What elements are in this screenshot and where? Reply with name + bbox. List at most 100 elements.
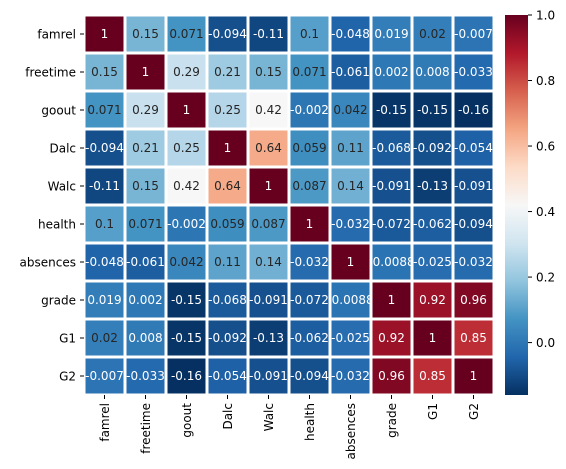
heatmap-cell: [331, 92, 370, 128]
heatmap-cell: [249, 320, 288, 356]
heatmap-cell: [331, 358, 370, 394]
y-tick-label: Dalc: [49, 142, 76, 156]
cell-value-label: -0.061: [331, 65, 370, 79]
cell-value-label: -0.0088: [327, 293, 373, 307]
heatmap-cell: [249, 282, 288, 318]
cell-value-label: -0.11: [89, 179, 120, 193]
cell-value-label: -0.15: [171, 331, 202, 345]
heatmap-cell: [249, 168, 288, 204]
heatmap-cell: [290, 282, 329, 318]
cell-value-label: 1: [183, 103, 191, 117]
heatmap-cell: [454, 358, 493, 394]
heatmap-cell: [249, 244, 288, 280]
cell-value-label: -0.062: [413, 217, 452, 231]
heatmap-cell: [454, 168, 493, 204]
heatmap-cell: [372, 130, 411, 166]
cell-value-label: 0.059: [210, 217, 244, 231]
cell-value-label: -0.072: [372, 217, 411, 231]
cell-value-label: 0.15: [255, 65, 282, 79]
heatmap-cell: [208, 54, 247, 90]
cell-value-label: 0.29: [173, 65, 200, 79]
cell-value-label: 0.087: [292, 179, 326, 193]
heatmap-cell: [85, 130, 124, 166]
colorbar-tick-label: 0.6: [536, 140, 555, 154]
y-tick-labels: famrel freetime goout Dalc Walc health absence…: [20, 28, 84, 384]
cell-value-label: -0.072: [290, 293, 329, 307]
cell-value-label: 0.15: [132, 179, 159, 193]
cell-value-label: 0.071: [87, 103, 121, 117]
heatmap-cell: [167, 168, 206, 204]
cell-value-label: -0.11: [253, 27, 284, 41]
heatmap-cell: [249, 206, 288, 242]
cell-value-label: -0.032: [331, 217, 370, 231]
cell-value-label: 0.25: [173, 141, 200, 155]
cell-value-label: 0.008: [415, 65, 449, 79]
cell-value-label: 0.071: [128, 217, 162, 231]
cell-value-label: -0.091: [454, 179, 493, 193]
colorbar-tick-label: 1.0: [536, 9, 555, 23]
heatmap-cell: [208, 206, 247, 242]
cell-value-label: 0.14: [255, 255, 282, 269]
cell-value-label: -0.15: [417, 103, 448, 117]
cell-value-label: 0.042: [169, 255, 203, 269]
cell-value-label: 0.14: [337, 179, 364, 193]
heatmap-cell: [208, 130, 247, 166]
cell-value-label: -0.16: [171, 369, 202, 383]
heatmap-cell: [331, 16, 370, 52]
heatmap-cell: [249, 358, 288, 394]
heatmap-cell: [290, 358, 329, 394]
x-tick-label: freetime: [139, 403, 153, 454]
y-tick-label: G1: [59, 332, 76, 346]
heatmap-cell: [249, 130, 288, 166]
cell-value-label: 0.92: [419, 293, 446, 307]
heatmap-cell: [372, 244, 411, 280]
cell-value-label: 0.002: [374, 65, 408, 79]
colorbar-tick-label: 0.2: [536, 271, 555, 285]
heatmap-cell: [413, 358, 452, 394]
cell-value-label: 0.25: [214, 103, 241, 117]
cell-value-label: -0.091: [372, 179, 411, 193]
heatmap-cell: [331, 168, 370, 204]
heatmap-cell: [290, 320, 329, 356]
cell-value-label: -0.002: [167, 217, 206, 231]
colorbar-tick-label: 0.0: [536, 336, 555, 350]
cell-value-label: -0.094: [454, 217, 493, 231]
cell-value-label: -0.091: [249, 293, 288, 307]
cell-value-label: -0.092: [413, 141, 452, 155]
cell-value-label: -0.007: [454, 27, 493, 41]
heatmap-cell: [126, 54, 165, 90]
heatmap-cell: [413, 92, 452, 128]
cell-value-label: 0.042: [333, 103, 367, 117]
y-tick-label: famrel: [37, 28, 76, 42]
heatmap-cell: [413, 206, 452, 242]
heatmap-cell: [85, 16, 124, 52]
heatmap-cell: [331, 130, 370, 166]
cell-value-label: 1: [347, 255, 355, 269]
colorbar-tick-label: 0.4: [536, 205, 555, 219]
heatmap-cell: [126, 92, 165, 128]
heatmap-cell: [167, 54, 206, 90]
y-tick-label: grade: [41, 294, 76, 308]
cell-value-label: -0.054: [454, 141, 493, 155]
cell-value-label: 0.64: [214, 179, 241, 193]
heatmap-cell: [454, 130, 493, 166]
heatmap-cell: [85, 358, 124, 394]
x-tick-label: G1: [426, 403, 440, 420]
heatmap-cell: [208, 92, 247, 128]
cell-value-label: -0.061: [126, 255, 165, 269]
heatmap-cell: [454, 206, 493, 242]
cell-value-label: 0.02: [91, 331, 118, 345]
heatmap-cell: [331, 206, 370, 242]
heatmap-cell: [208, 244, 247, 280]
heatmap-cell: [290, 92, 329, 128]
heatmap-cell: [85, 92, 124, 128]
x-tick-label: Dalc: [221, 403, 235, 430]
cell-value-label: 0.96: [460, 293, 487, 307]
cell-value-label: 0.15: [91, 65, 118, 79]
cell-value-label: -0.094: [85, 141, 124, 155]
heatmap-cell: [331, 320, 370, 356]
cell-value-label: 0.92: [378, 331, 405, 345]
cell-value-label: 0.42: [173, 179, 200, 193]
cell-value-label: 0.019: [87, 293, 121, 307]
